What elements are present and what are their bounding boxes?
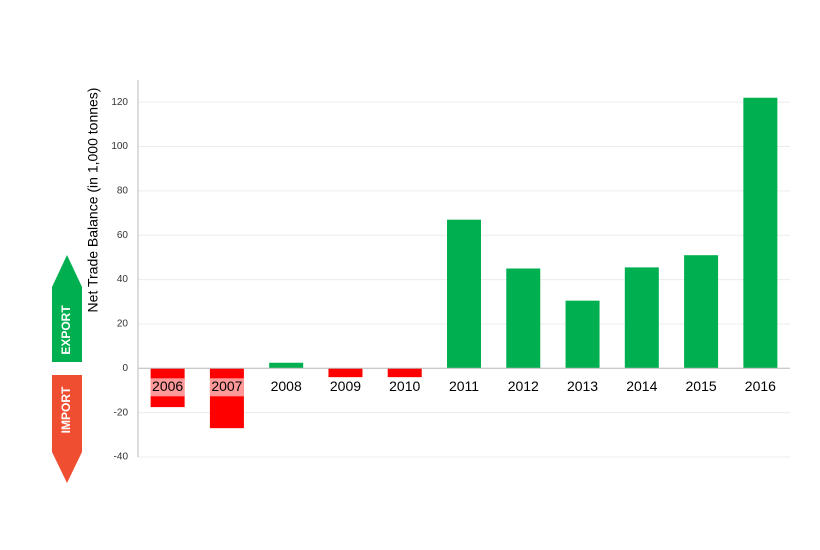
y-tick-label: -40 [114,452,129,463]
x-tick-label: 2014 [626,378,657,394]
x-tick-label: 2008 [271,378,302,394]
x-tick-label: 2016 [745,378,776,394]
bar [624,267,659,369]
y-tick-label: 60 [117,230,129,241]
y-tick-label: 40 [117,274,129,285]
label-background [209,378,244,397]
bar [387,368,422,378]
y-axis-title: Net Trade Balance (in 1,000 tonnes) [85,88,101,313]
bar [565,300,600,369]
x-tick-label: 2006 [152,378,183,394]
y-tick-label: -20 [114,407,129,418]
x-tick-label: 2015 [686,378,717,394]
x-tick-label: 2007 [211,378,242,394]
x-tick-label: 2013 [567,378,598,394]
x-tick-label: 2012 [508,378,539,394]
y-tick-label: 20 [117,319,129,330]
bar [269,362,304,369]
bar [684,255,719,369]
y-tick-label: 100 [111,141,128,152]
x-tick-label: 2010 [389,378,420,394]
x-tick-label: 2009 [330,378,361,394]
bar [209,368,244,429]
bar [743,97,778,369]
label-background [150,378,185,397]
y-tick-label: 0 [122,363,128,374]
bar [328,368,363,378]
y-tick-label: 120 [111,97,128,108]
bar [506,268,541,369]
bar [447,219,481,369]
import-arrow [52,375,82,483]
import-label: IMPORT [59,386,73,433]
x-tick-label: 2011 [449,378,479,394]
y-tick-label: 80 [117,186,129,197]
export-label: EXPORT [59,305,73,355]
export-arrow [52,255,82,362]
